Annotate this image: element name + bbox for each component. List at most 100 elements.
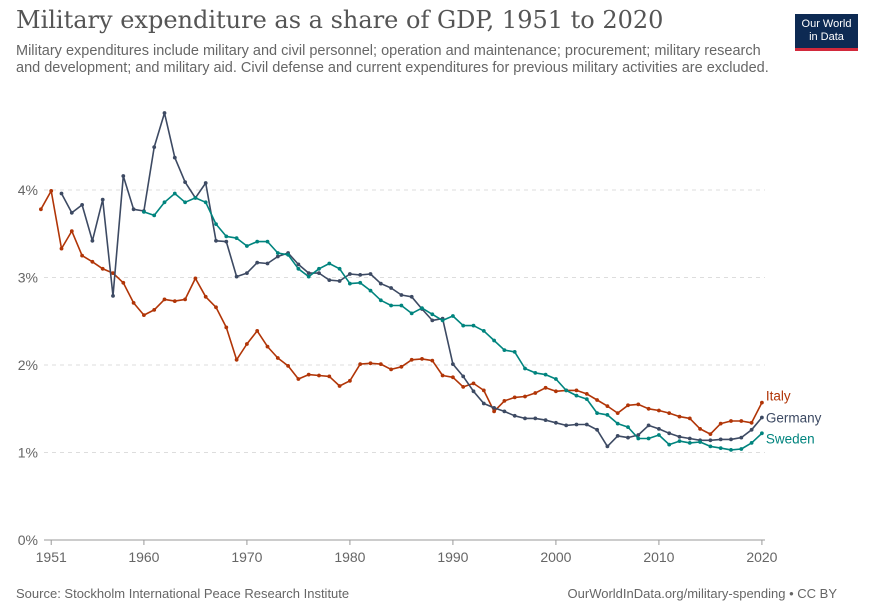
data-point-germany xyxy=(533,416,538,421)
data-point-italy xyxy=(626,403,630,408)
data-point-germany xyxy=(615,434,620,438)
data-point-sweden xyxy=(615,421,620,426)
data-point-germany xyxy=(327,278,332,282)
x-tick-label: 1960 xyxy=(128,549,159,565)
data-point-italy xyxy=(111,271,115,275)
data-point-germany xyxy=(214,238,218,243)
series-label-germany: Germany xyxy=(766,411,822,426)
data-point-germany xyxy=(224,239,229,244)
y-tick-label: 1% xyxy=(18,445,38,461)
owid-logo[interactable]: Our World in Data xyxy=(795,14,858,51)
data-point-sweden xyxy=(327,261,332,266)
data-point-italy xyxy=(245,342,249,346)
data-point-germany xyxy=(729,437,733,442)
data-point-sweden xyxy=(471,323,476,328)
data-point-germany xyxy=(461,374,466,379)
data-point-sweden xyxy=(286,252,290,257)
data-point-italy xyxy=(162,297,167,302)
data-point-germany xyxy=(348,272,352,276)
data-point-germany xyxy=(760,415,764,420)
data-point-italy xyxy=(512,395,517,400)
data-point-italy xyxy=(605,404,610,408)
data-point-sweden xyxy=(584,397,589,401)
data-point-italy xyxy=(358,362,363,366)
data-point-germany xyxy=(646,423,651,428)
data-point-italy xyxy=(265,344,270,349)
series-label-sweden: Sweden xyxy=(766,431,815,446)
data-point-germany xyxy=(657,427,661,431)
data-point-italy xyxy=(296,377,301,381)
data-point-italy xyxy=(615,411,620,415)
logo-line-2: in Data xyxy=(809,30,844,43)
data-point-sweden xyxy=(275,251,280,255)
data-point-germany xyxy=(471,389,476,394)
data-point-sweden xyxy=(461,323,466,328)
data-point-germany xyxy=(739,435,744,440)
data-point-sweden xyxy=(337,266,342,271)
data-point-sweden xyxy=(162,200,167,205)
data-point-italy xyxy=(523,394,527,399)
data-point-italy xyxy=(749,420,754,425)
data-point-germany xyxy=(523,416,527,421)
data-point-sweden xyxy=(368,288,373,293)
data-point-sweden xyxy=(677,439,682,443)
x-tick-label: 1970 xyxy=(231,549,262,565)
data-point-sweden xyxy=(224,234,229,239)
data-point-sweden xyxy=(389,303,393,308)
footer-link[interactable]: OurWorldInData.org/military-spending • C… xyxy=(567,586,837,601)
data-point-italy xyxy=(152,308,157,312)
data-point-italy xyxy=(451,375,455,380)
series-line-germany xyxy=(60,112,763,448)
data-point-sweden xyxy=(626,425,630,429)
data-point-sweden xyxy=(142,210,146,214)
data-point-sweden xyxy=(636,436,641,441)
data-point-italy xyxy=(275,356,280,360)
data-point-italy xyxy=(677,414,682,419)
data-point-italy xyxy=(183,297,188,302)
data-point-italy xyxy=(121,280,126,285)
data-point-germany xyxy=(409,294,414,299)
data-point-italy xyxy=(142,313,146,317)
data-point-germany xyxy=(69,210,74,215)
data-point-germany xyxy=(162,111,167,115)
data-point-germany xyxy=(667,431,672,436)
data-point-sweden xyxy=(317,266,321,271)
series-line-italy xyxy=(40,190,763,435)
x-tick-label: 1980 xyxy=(334,549,365,565)
data-point-germany xyxy=(636,433,641,437)
data-point-italy xyxy=(739,419,744,423)
y-tick-label: 2% xyxy=(18,357,38,373)
data-point-sweden xyxy=(193,196,198,200)
x-tick-label: 1990 xyxy=(437,549,468,565)
data-point-sweden xyxy=(245,244,249,248)
data-point-germany xyxy=(245,271,249,275)
data-point-sweden xyxy=(502,348,507,352)
data-point-sweden xyxy=(306,274,311,279)
data-point-germany xyxy=(358,273,363,277)
data-point-germany xyxy=(203,181,208,185)
data-point-italy xyxy=(492,409,496,414)
data-point-germany xyxy=(584,422,589,427)
data-point-sweden xyxy=(399,303,404,308)
data-point-sweden xyxy=(152,213,157,218)
data-point-italy xyxy=(317,373,321,378)
data-point-sweden xyxy=(543,372,548,377)
data-point-italy xyxy=(698,427,702,431)
data-point-germany xyxy=(512,413,517,418)
data-point-italy xyxy=(100,266,105,271)
data-point-italy xyxy=(286,364,290,368)
data-point-italy xyxy=(409,357,414,362)
data-point-germany xyxy=(399,293,404,297)
data-point-italy xyxy=(657,408,661,413)
data-point-germany xyxy=(595,427,599,432)
data-point-sweden xyxy=(718,446,723,450)
x-tick-label: 2010 xyxy=(643,549,674,565)
data-point-sweden xyxy=(687,441,692,445)
data-point-germany xyxy=(275,254,280,259)
data-point-sweden xyxy=(440,318,445,323)
data-point-sweden xyxy=(523,366,527,371)
data-point-italy xyxy=(636,402,641,407)
data-point-germany xyxy=(111,294,115,298)
data-point-germany xyxy=(152,145,157,150)
